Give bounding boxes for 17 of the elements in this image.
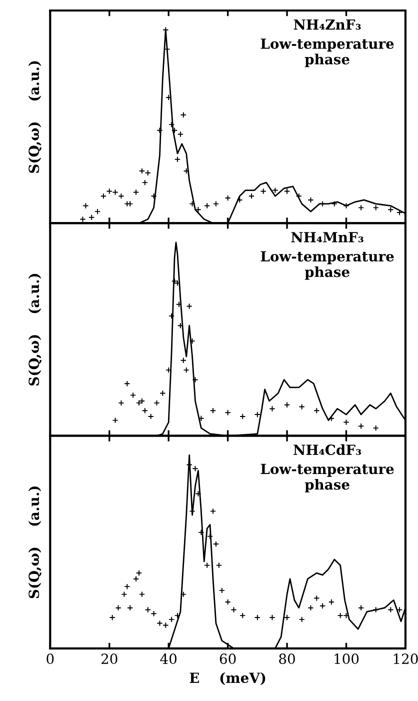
y-axis-title: S(Q,ω) (a.u.) bbox=[28, 274, 42, 386]
annotation: Low-temperature phase bbox=[260, 38, 394, 68]
y-axis-title: S(Q,ω) (a.u.) bbox=[28, 486, 42, 598]
x-tick-label: 80 bbox=[279, 654, 295, 664]
x-tick-label: 120 bbox=[394, 654, 418, 664]
annotation: Low-temperature phase bbox=[260, 251, 394, 280]
x-tick-label: 0 bbox=[46, 654, 54, 664]
text: NH₄ZnF₃ bbox=[294, 19, 361, 30]
x-tick-label: 40 bbox=[160, 654, 177, 664]
text: NH₄MnF₃ bbox=[291, 232, 364, 242]
text: NH₄CdF₃ bbox=[294, 444, 362, 456]
annotation: Low-temperature phase bbox=[260, 464, 394, 492]
x-tick-label: 20 bbox=[101, 654, 118, 664]
y-axis-title: S(Q,ω) (a.u.) bbox=[28, 61, 42, 173]
x-tick-label: 60 bbox=[220, 654, 236, 664]
x-axis-title: E (meV) bbox=[190, 672, 266, 685]
x-tick-label: 100 bbox=[334, 654, 359, 664]
